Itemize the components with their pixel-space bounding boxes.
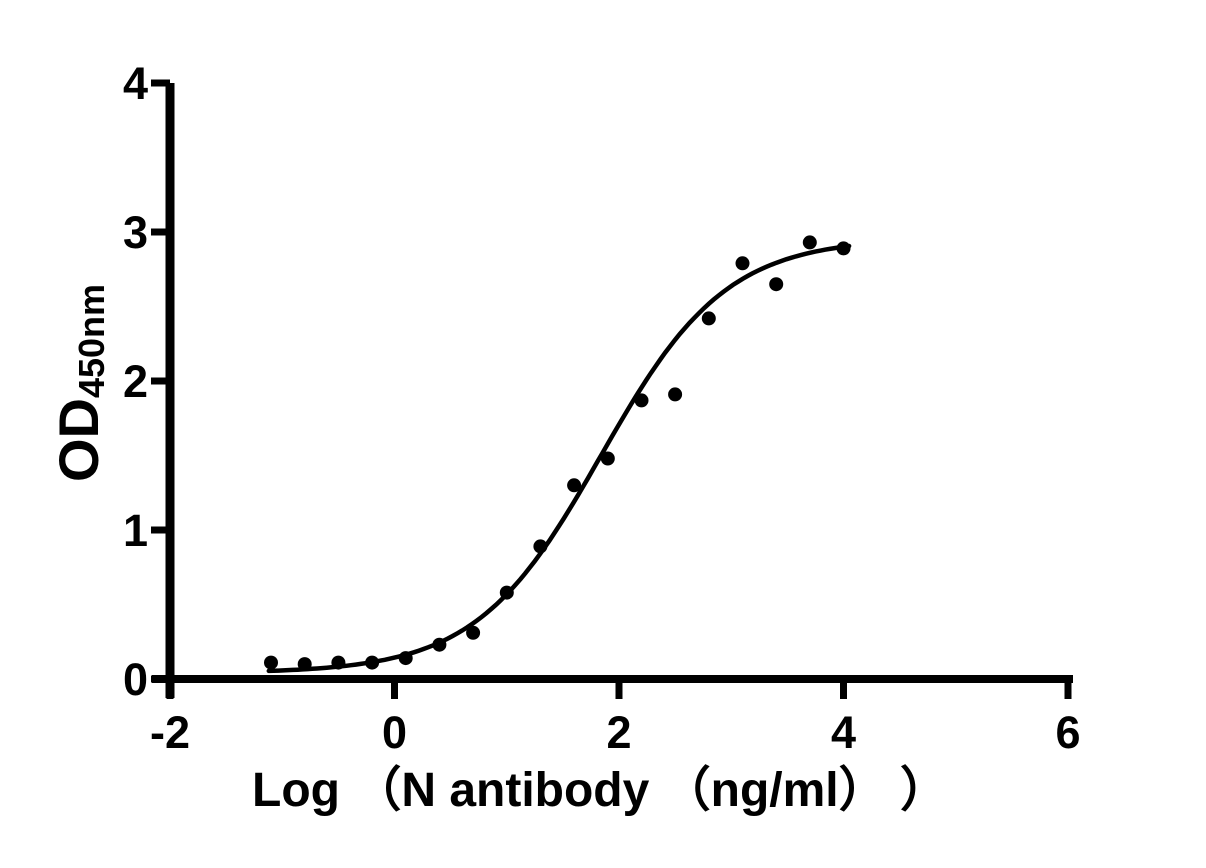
- data-point: [567, 478, 582, 493]
- y-axis-title: OD450nm: [47, 284, 112, 482]
- data-point-layer: [264, 235, 851, 672]
- data-point: [365, 655, 380, 670]
- data-point: [802, 235, 817, 250]
- y-axis-title-subscript: 450nm: [71, 284, 112, 398]
- data-point: [499, 585, 514, 600]
- data-point: [264, 655, 278, 670]
- axis-layer: [151, 79, 1073, 699]
- data-point: [398, 651, 413, 666]
- x-tick-label: 0: [382, 707, 407, 758]
- x-tick-label: 2: [606, 707, 631, 758]
- data-point: [331, 655, 346, 670]
- data-point: [466, 625, 481, 640]
- data-point: [297, 657, 312, 672]
- data-point: [836, 241, 851, 256]
- y-tick-label: 0: [123, 654, 148, 705]
- y-tick-label: 4: [123, 58, 148, 109]
- fit-curve-layer: [266, 243, 852, 674]
- data-point: [634, 393, 649, 408]
- x-tick-label: -2: [150, 707, 190, 758]
- fit-curve: [266, 243, 852, 674]
- x-axis-title: Log （N antibody （ng/ml） ）: [252, 764, 948, 817]
- data-point: [735, 256, 750, 271]
- data-point: [701, 311, 716, 326]
- y-tick-label: 3: [123, 207, 148, 258]
- x-tick-label: 6: [1055, 707, 1080, 758]
- data-point: [668, 387, 683, 402]
- data-point: [432, 637, 447, 652]
- y-tick-label: 2: [123, 356, 148, 407]
- data-point: [600, 451, 615, 466]
- x-tick-label: 4: [831, 707, 856, 758]
- y-axis-title-main: OD: [47, 398, 110, 482]
- data-point: [533, 539, 548, 554]
- y-tick-label: 1: [123, 505, 148, 556]
- data-point: [769, 277, 784, 292]
